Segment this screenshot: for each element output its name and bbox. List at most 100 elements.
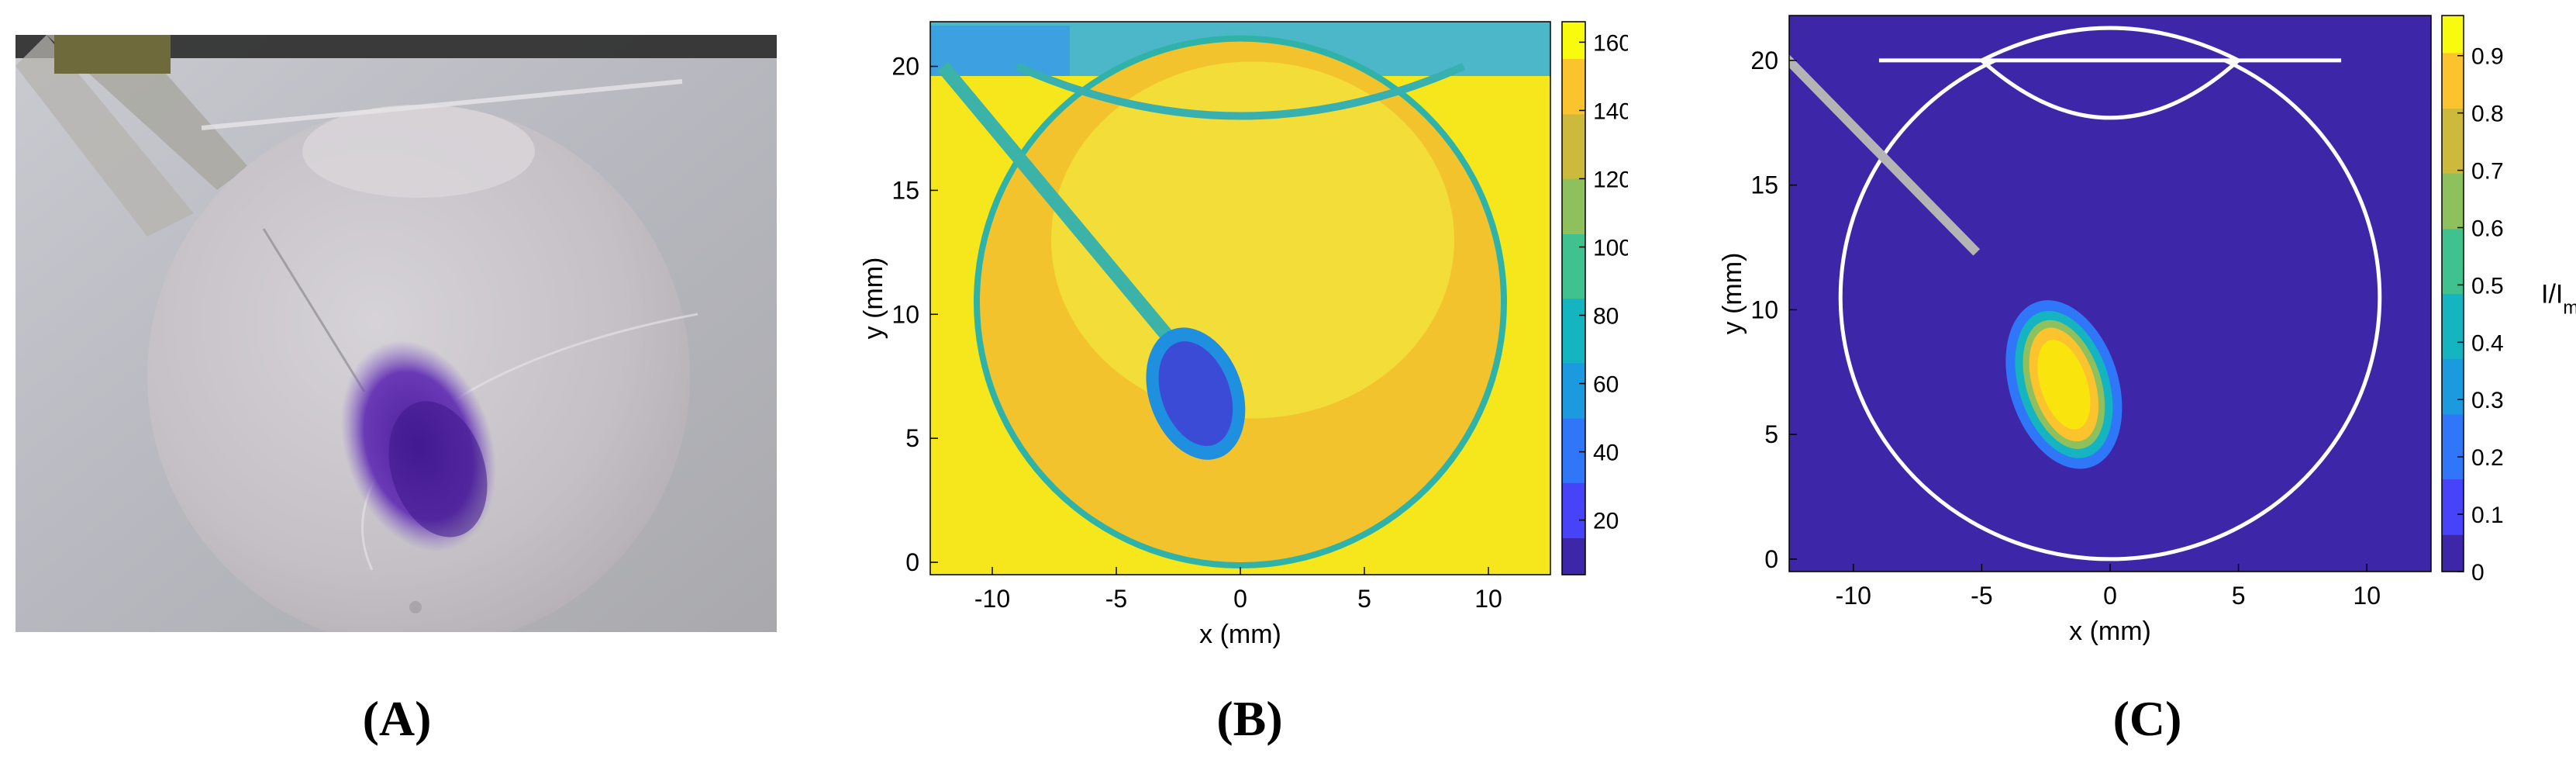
dye-core [388, 401, 488, 537]
colorbar-segment [2442, 432, 2464, 443]
colorbar-segment [2442, 330, 2464, 340]
colorbar-segment [2442, 516, 2464, 526]
colorbar-segment [2442, 395, 2464, 406]
colorbar-segment [2442, 368, 2464, 378]
colorbar-segment [2442, 265, 2464, 276]
colorbar-segment [2442, 525, 2464, 535]
x-axis-label: x (mm) [2069, 617, 2151, 646]
colorbar-segment [1562, 427, 1585, 437]
dark-region [1158, 341, 1233, 447]
colorbar-segment [1562, 261, 1585, 271]
colorbar-segment [2442, 553, 2464, 563]
colorbar-frame [2441, 15, 2464, 572]
colorbar-segment [1562, 399, 1585, 409]
colorbar-segment [1562, 298, 1585, 308]
colorbar-segment [1562, 67, 1585, 78]
colorbar-segment [1562, 224, 1585, 234]
photo-panel [16, 35, 777, 648]
colorbar-tick-label: 0.3 [2471, 388, 2504, 413]
colorbar-segment [1562, 565, 1585, 575]
colorbar-segment [1562, 233, 1585, 244]
colorbar-segment [1562, 187, 1585, 198]
colorbar-segment [2442, 98, 2464, 109]
colorbar-segment [1562, 132, 1585, 143]
colorbar-segment [1562, 417, 1585, 428]
colorbar-segment [1562, 252, 1585, 262]
colorbar-segment [1562, 215, 1585, 226]
colorbar-tick-label: 80 [1593, 304, 1619, 330]
colorbar-segment [1562, 289, 1585, 299]
colorbar-segment [1562, 104, 1585, 115]
colorbar-segment [1562, 270, 1585, 281]
colorbar-segment [1562, 178, 1585, 188]
colorbar-segment [1562, 390, 1585, 400]
colorbar-segment [2442, 154, 2464, 164]
colorbar-tick-label: 20 [1593, 509, 1619, 534]
colorbar-segment [1562, 537, 1585, 548]
colorbar-label: I/Imax [2541, 280, 2576, 319]
colorbar-segment [2442, 460, 2464, 471]
y-tick-label: 0 [905, 548, 919, 576]
colorbar-segment [2442, 488, 2464, 498]
colorbar-segment [2442, 173, 2464, 183]
lens-top [1981, 26, 2240, 63]
colorbar-segment [1562, 381, 1585, 391]
colorbar-segment [1562, 492, 1585, 502]
colorbar-segment [1562, 141, 1585, 151]
colorbar-segment [2442, 469, 2464, 480]
caption-c: (C) [2112, 691, 2182, 746]
colorbar-segment [2442, 275, 2464, 285]
colorbar-segment [2442, 201, 2464, 211]
colorbar-segment [2442, 209, 2464, 220]
colorbar-segment [2442, 340, 2464, 350]
colorbar-label-sub: max [2563, 298, 2576, 319]
colorbar-segment [1562, 519, 1585, 530]
colorbar-segment [2442, 43, 2464, 54]
colorbar-segment [2442, 117, 2464, 127]
colorbar-segment [1562, 326, 1585, 336]
colorbar-tick-label: 0.2 [2471, 445, 2504, 471]
y-tick-label: 0 [1764, 545, 1778, 573]
tube-connector [54, 35, 171, 74]
colorbar-segment [1562, 40, 1585, 50]
colorbar-segment [2442, 293, 2464, 304]
colorbar-tick-label: 0.7 [2471, 159, 2504, 185]
colorbar-segment [1562, 307, 1585, 317]
x-tick-label: 10 [2353, 582, 2381, 610]
y-tick-label: 5 [905, 424, 919, 452]
y-tick-label: 20 [891, 53, 919, 81]
colorbar-segment [2442, 358, 2464, 368]
x-tick-label: 0 [1233, 585, 1247, 613]
colorbar-segment [1562, 371, 1585, 382]
colorbar-segment [1562, 123, 1585, 133]
colorbar-tick-label: 0.6 [2471, 216, 2504, 241]
droplet [409, 601, 422, 613]
x-tick-label: -5 [1105, 585, 1127, 613]
background-region [1789, 16, 2431, 572]
colorbar-segment [2442, 497, 2464, 507]
colorbar-segment [2442, 108, 2464, 119]
colorbar-segment [1562, 86, 1585, 96]
colorbar-segment [2442, 349, 2464, 359]
colorbar-segment [2442, 413, 2464, 424]
x-tick-label: 5 [1357, 585, 1371, 613]
x-tick-label: -10 [974, 585, 1010, 613]
y-tick-label: 20 [1750, 47, 1778, 74]
colorbar-tick-label: 0.1 [2471, 503, 2504, 528]
plot-area [930, 22, 1550, 575]
plot-area [1789, 16, 2431, 572]
colorbar-segment [2442, 71, 2464, 81]
colorbar-segment [2442, 192, 2464, 202]
y-tick-label: 10 [1750, 295, 1778, 323]
colorbar-segment [2442, 302, 2464, 313]
y-tick-label: 10 [891, 300, 919, 328]
colorbar-segment [2442, 256, 2464, 267]
y-tick-label: 15 [891, 176, 919, 204]
colorbar-segment [2442, 16, 2464, 26]
colorbar-segment [1562, 500, 1585, 511]
colorbar-segment [2442, 126, 2464, 136]
colorbar-segment [2442, 404, 2464, 415]
caption-b: (B) [1216, 691, 1283, 746]
x-tick-label: 10 [1474, 585, 1502, 613]
colorbar-segment [2442, 451, 2464, 461]
